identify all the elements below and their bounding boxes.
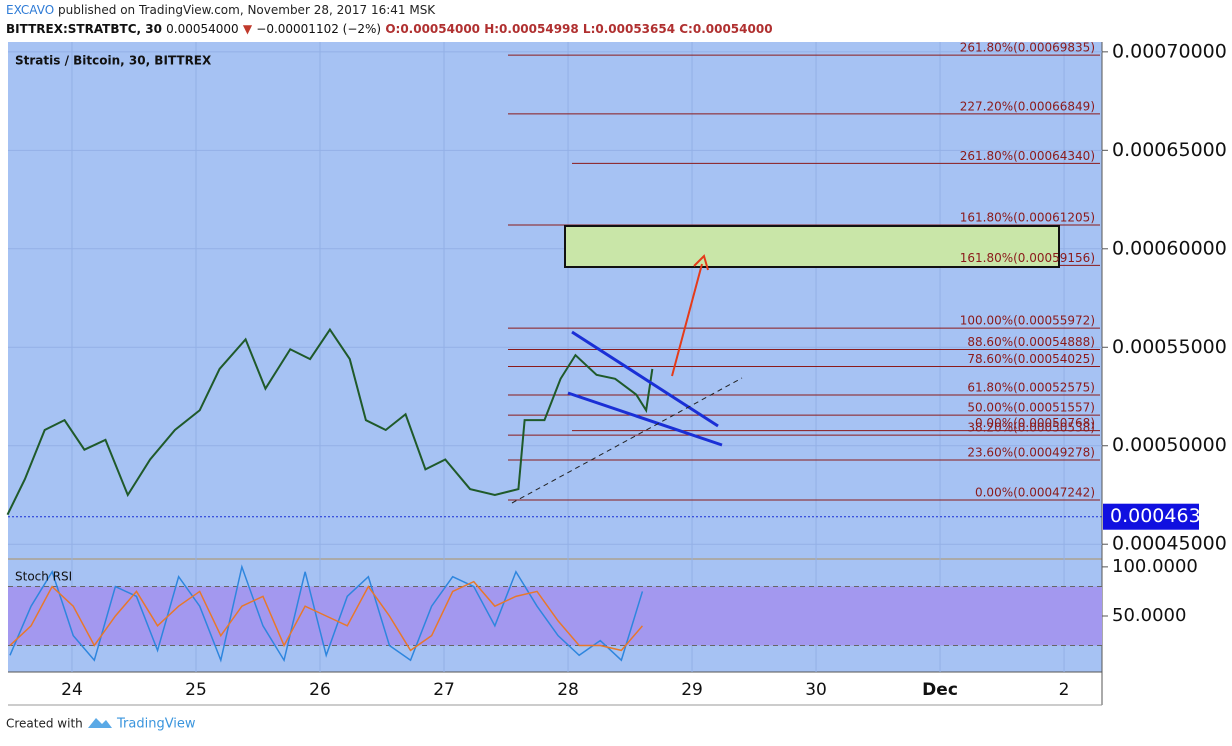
change: −0.00001102 (−2%) <box>256 22 381 36</box>
fib-label: 0.00%(0.00050768) <box>975 416 1095 430</box>
brand: TradingView <box>116 717 196 732</box>
series-line <box>9 564 644 663</box>
series-line <box>9 580 643 652</box>
author: EXCAVO <box>6 3 54 17</box>
y-tick-label: 0.00065000 <box>1112 139 1227 161</box>
y-tick-label: 0.00050000 <box>1112 434 1227 456</box>
y-tick-label: 50.0000 <box>1112 605 1186 626</box>
trendline-upper <box>571 330 719 428</box>
x-tick-label: 28 <box>557 680 579 700</box>
fib-label: 261.80%(0.00069835) <box>960 41 1095 55</box>
x-tick-label: 29 <box>681 680 703 700</box>
y-tick-label: 0.00055000 <box>1112 336 1227 358</box>
x-tick-label: 30 <box>805 680 827 700</box>
last-price-box <box>1103 503 1199 530</box>
support-line <box>511 377 743 504</box>
fib-label: 61.80%(0.00052575) <box>967 381 1095 395</box>
fib-label: 0.00%(0.00047242) <box>975 486 1095 500</box>
fib-label: 88.60%(0.00054888) <box>967 335 1095 349</box>
published: published on TradingView.com, November 2… <box>58 3 436 17</box>
fib-label: 227.20%(0.00066849) <box>960 99 1095 113</box>
y-tick-label: 0.00045000 <box>1112 533 1227 555</box>
x-tick-label: 24 <box>61 680 83 700</box>
y-tick-label: 0.00070000 <box>1112 40 1227 62</box>
x-tick-label: Dec <box>922 680 958 700</box>
fib-label: 161.80%(0.00059156) <box>960 251 1095 265</box>
series-line <box>6 327 654 516</box>
fib-label: 38.20%(0.00050538) <box>967 421 1095 435</box>
fib-label: 261.80%(0.00064340) <box>960 149 1095 163</box>
main-pane <box>8 42 1102 558</box>
created-with: Created with <box>6 717 83 731</box>
chart-title: Stratis / Bitcoin, 30, BITTREX <box>15 54 212 68</box>
x-tick-label: 26 <box>309 680 331 700</box>
brand-logo <box>88 718 112 728</box>
x-tick-label: 2 <box>1059 680 1070 700</box>
down-arrow: ▼ <box>243 22 253 36</box>
target-arrow <box>671 263 703 377</box>
target-zone <box>564 225 1060 268</box>
last: 0.00054000 <box>166 22 239 36</box>
fib-label: 78.60%(0.00054025) <box>967 352 1095 366</box>
symbol: BITTREX:STRATBTC, 30 <box>6 22 162 36</box>
fib-label: 50.00%(0.00051557) <box>967 401 1095 415</box>
quote: BITTREX:STRATBTC, 30 0.00054000 ▼ −0.000… <box>6 22 773 36</box>
last-price-label: 0.00046397 <box>1110 505 1225 527</box>
fib-label: 23.60%(0.00049278) <box>967 445 1095 459</box>
y-tick-label: 100.0000 <box>1112 556 1198 577</box>
rsi-title: Stoch RSI <box>15 570 72 584</box>
x-tick-label: 27 <box>433 680 455 700</box>
y-tick-label: 0.00060000 <box>1112 237 1227 259</box>
header: EXCAVO published on TradingView.com, Nov… <box>6 3 436 17</box>
arrow-head <box>693 254 709 271</box>
fib-label: 161.80%(0.00061205) <box>960 211 1095 225</box>
ohlc: O:0.00054000 H:0.00054998 L:0.00053654 C… <box>385 22 772 36</box>
fib-label: 100.00%(0.00055972) <box>960 314 1095 328</box>
trendline-lower <box>567 391 723 447</box>
x-tick-label: 25 <box>185 680 207 700</box>
